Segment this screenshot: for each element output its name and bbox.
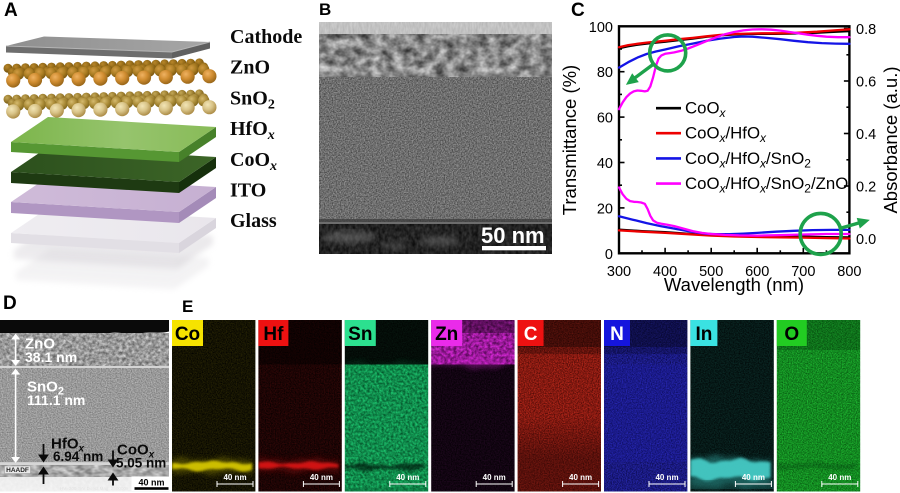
svg-text:ZnO: ZnO (25, 336, 55, 353)
svg-text:0.6: 0.6 (856, 75, 876, 91)
svg-text:40 nm: 40 nm (655, 473, 678, 482)
svg-text:HV=200.0kV Direct Mag: 250000: HV=200.0kV Direct Mag: 250000x (60, 486, 129, 491)
svg-text:N: N (610, 324, 624, 345)
svg-text:CoOx: CoOx (117, 442, 155, 461)
svg-text:600: 600 (745, 264, 769, 280)
svg-text:40 nm: 40 nm (483, 473, 506, 482)
svg-text:40 nm: 40 nm (569, 473, 592, 482)
svg-text:Sn: Sn (348, 324, 372, 345)
svg-text:400: 400 (653, 264, 677, 280)
svg-text:Absorbance (a.u.): Absorbance (a.u.) (880, 66, 900, 213)
svg-text:HfOx: HfOx (230, 118, 275, 143)
svg-text:100: 100 (589, 20, 613, 36)
svg-text:40: 40 (597, 156, 613, 172)
svg-text:6.94 nm: 6.94 nm (53, 449, 103, 464)
svg-text:CoOx/HfOx: CoOx/HfOx (685, 124, 767, 146)
svg-text:0.4: 0.4 (856, 127, 876, 143)
svg-text:40 nm: 40 nm (828, 473, 851, 482)
svg-text:5.05 nm: 5.05 nm (116, 456, 166, 471)
svg-text:38.1 nm: 38.1 nm (25, 349, 77, 365)
svg-text:800: 800 (837, 264, 861, 280)
svg-text:500: 500 (699, 264, 723, 280)
svg-text:C: C (524, 324, 538, 345)
svg-text:700: 700 (791, 264, 815, 280)
svg-text:20: 20 (597, 201, 613, 217)
svg-text:CoOx: CoOx (230, 149, 277, 174)
svg-text:SnO2: SnO2 (230, 87, 275, 112)
svg-text:Wavelength (nm): Wavelength (nm) (664, 274, 804, 295)
svg-text:SnO2: SnO2 (27, 379, 64, 398)
svg-text:40 nm: 40 nm (742, 473, 765, 482)
svg-text:Zn: Zn (435, 324, 458, 345)
svg-text:CoOx: CoOx (685, 99, 727, 121)
svg-text:0.0: 0.0 (856, 232, 876, 248)
svg-text:40 nm: 40 nm (138, 478, 164, 488)
svg-text:ZnO: ZnO (230, 57, 270, 79)
svg-text:Glass: Glass (230, 210, 277, 232)
svg-text:O: O (784, 324, 799, 345)
svg-text:In: In (695, 324, 712, 345)
svg-text:HAADF: HAADF (6, 467, 29, 474)
svg-text:CoOx/HfOx/SnO2/ZnO: CoOx/HfOx/SnO2/ZnO (685, 174, 848, 196)
svg-text:50 nm: 50 nm (481, 223, 545, 248)
svg-text:Hf: Hf (263, 324, 284, 345)
svg-text:HfOx: HfOx (51, 436, 85, 455)
svg-text:0: 0 (605, 247, 613, 263)
svg-text:ITO: ITO (230, 180, 266, 202)
svg-text:Cathode: Cathode (230, 26, 302, 48)
svg-text:80: 80 (597, 65, 613, 81)
svg-text:40 nm: 40 nm (396, 473, 419, 482)
svg-text:111.1 nm: 111.1 nm (27, 392, 85, 408)
svg-text:60: 60 (597, 111, 613, 127)
svg-text:300: 300 (607, 264, 631, 280)
svg-text:0.2: 0.2 (856, 180, 876, 196)
svg-text:0.8: 0.8 (856, 22, 876, 38)
svg-text:40 nm: 40 nm (310, 473, 333, 482)
svg-text:CoOx/HfOx/SnO2: CoOx/HfOx/SnO2 (685, 149, 811, 171)
svg-text:Co: Co (175, 324, 200, 345)
svg-text:40 nm: 40 nm (223, 473, 246, 482)
svg-text:Transmittance (%): Transmittance (%) (560, 65, 580, 215)
